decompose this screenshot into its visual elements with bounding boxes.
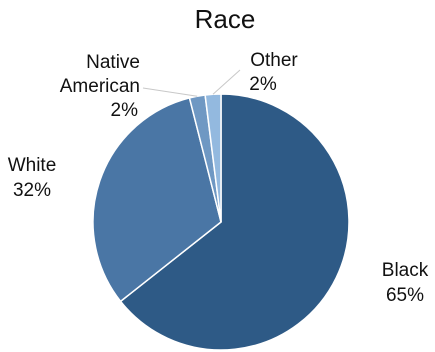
slice-label-native-value: 2%: [111, 100, 139, 121]
pie-slice-white: [92, 97, 222, 303]
leader-line-other: [212, 69, 241, 95]
slice-label-other-value: 2%: [249, 74, 277, 95]
pie-slices: [92, 93, 350, 351]
leader-line-native-american: [142, 87, 198, 97]
chart-title: Race: [195, 4, 256, 34]
slice-label-black-value: 65%: [386, 285, 424, 306]
slice-label-white-value: 32%: [13, 180, 51, 201]
slice-label-native-name-line2: American: [60, 76, 140, 97]
slice-label-white-name: White: [8, 155, 57, 176]
slice-label-other-name: Other: [250, 50, 298, 71]
pie-slice-black: [119, 93, 350, 351]
slice-label-native-name-line1: Native: [86, 52, 140, 73]
leader-lines: [142, 69, 241, 97]
slice-labels: Black 65% White 32% Native American 2% O…: [8, 50, 429, 306]
slice-label-black-name: Black: [382, 260, 429, 281]
